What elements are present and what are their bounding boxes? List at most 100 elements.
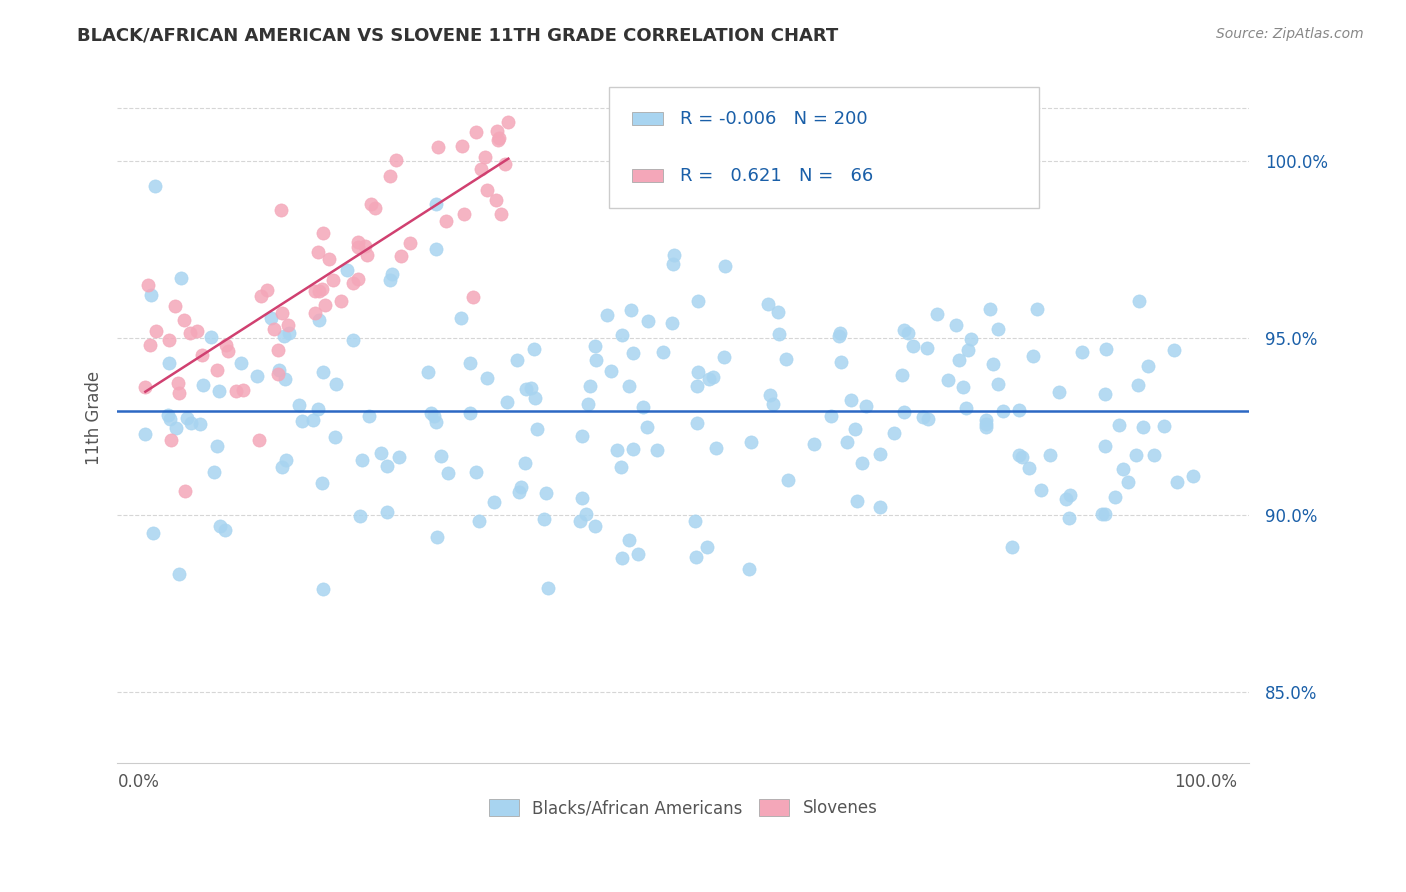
Point <box>273 372 295 386</box>
Point <box>318 252 340 267</box>
Point <box>496 394 519 409</box>
Point <box>145 324 167 338</box>
Point <box>1008 448 1031 462</box>
Point <box>617 533 640 548</box>
Point <box>356 247 378 261</box>
Point <box>959 332 981 346</box>
Point <box>470 162 492 177</box>
Point <box>685 416 707 430</box>
Point <box>167 385 190 400</box>
Point <box>461 290 484 304</box>
Point <box>991 403 1014 417</box>
Point <box>360 197 382 211</box>
Point <box>494 157 516 171</box>
Point <box>1126 378 1149 392</box>
Point <box>1125 448 1147 462</box>
Point <box>1018 460 1040 475</box>
Point <box>519 381 541 395</box>
Point <box>979 301 1001 316</box>
Point <box>579 379 602 393</box>
Point <box>134 426 156 441</box>
Point <box>890 368 912 382</box>
Point <box>304 306 326 320</box>
Point <box>200 329 222 343</box>
Point <box>208 518 231 533</box>
Point <box>312 582 335 596</box>
Point <box>839 393 862 408</box>
Point <box>498 115 520 129</box>
Legend: Blacks/African Americans, Slovenes: Blacks/African Americans, Slovenes <box>482 792 884 824</box>
Point <box>269 363 291 377</box>
Point <box>165 421 187 435</box>
Point <box>425 196 447 211</box>
Point <box>232 383 254 397</box>
Point <box>610 327 633 342</box>
Point <box>506 352 529 367</box>
Point <box>569 515 592 529</box>
Point <box>381 267 404 281</box>
Point <box>191 348 214 362</box>
Point <box>1153 419 1175 434</box>
Point <box>267 343 290 358</box>
Point <box>685 550 707 565</box>
Point <box>1112 461 1135 475</box>
Point <box>523 342 546 356</box>
Point <box>256 284 278 298</box>
Point <box>173 312 195 326</box>
Point <box>425 242 447 256</box>
Point <box>302 413 325 427</box>
Point <box>426 530 449 544</box>
Point <box>1091 507 1114 521</box>
Point <box>143 179 166 194</box>
Point <box>416 365 439 379</box>
Bar <box>633 112 664 125</box>
Point <box>346 235 368 249</box>
Point <box>336 263 359 277</box>
Point <box>271 306 294 320</box>
Point <box>515 382 537 396</box>
Point <box>378 273 401 287</box>
Point <box>169 567 191 582</box>
Point <box>217 344 239 359</box>
Point <box>835 434 858 449</box>
Point <box>1137 359 1160 373</box>
Point <box>827 329 849 343</box>
Point <box>370 446 392 460</box>
Point <box>1059 488 1081 502</box>
Point <box>214 338 236 352</box>
Point <box>936 373 959 387</box>
Point <box>205 439 228 453</box>
Y-axis label: 11th Grade: 11th Grade <box>86 371 103 465</box>
Point <box>426 140 449 154</box>
Point <box>308 285 330 299</box>
Point <box>621 442 644 457</box>
Point <box>377 458 399 473</box>
Point <box>325 377 347 392</box>
Point <box>1054 492 1077 507</box>
Point <box>214 524 236 538</box>
Point <box>508 485 530 500</box>
Point <box>271 459 294 474</box>
Point <box>893 323 915 337</box>
Point <box>585 353 607 368</box>
Point <box>422 409 444 424</box>
Point <box>437 466 460 480</box>
Point <box>637 313 659 327</box>
Point <box>486 133 509 147</box>
Point <box>830 355 852 369</box>
Point <box>915 341 938 355</box>
Point <box>329 293 352 308</box>
Point <box>766 305 789 319</box>
Point <box>762 396 785 410</box>
Point <box>1008 403 1031 417</box>
Point <box>167 376 190 390</box>
Point <box>350 452 373 467</box>
Point <box>477 183 499 197</box>
Point <box>311 366 333 380</box>
Point <box>952 380 974 394</box>
Point <box>1038 448 1060 462</box>
Point <box>1104 490 1126 504</box>
Point <box>180 416 202 430</box>
Point <box>1166 475 1188 489</box>
Point <box>740 435 762 450</box>
